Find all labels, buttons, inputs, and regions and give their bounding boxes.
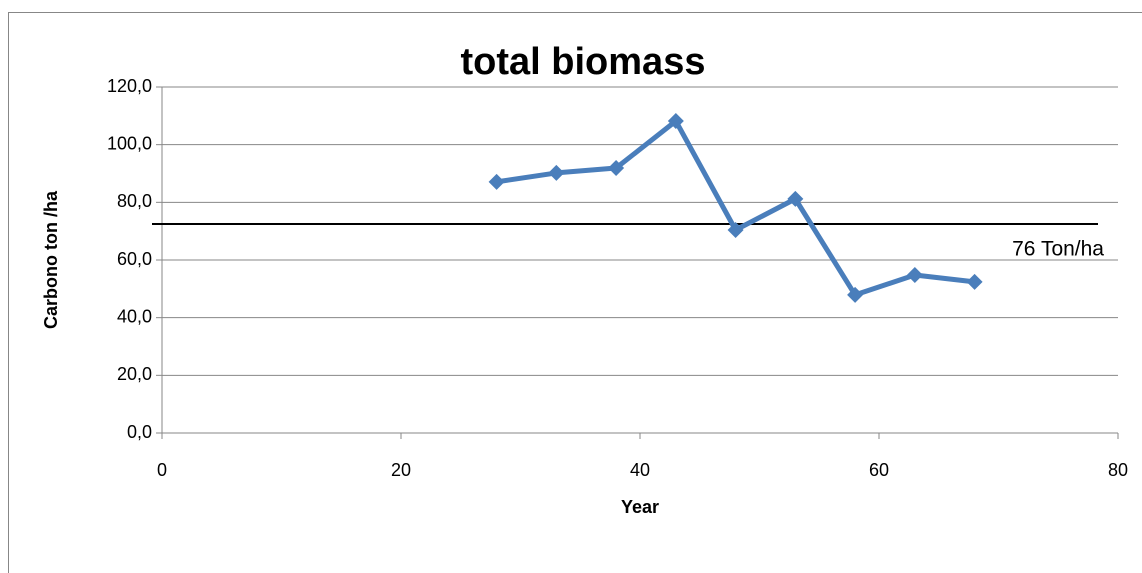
y-tick-label: 80,0 — [117, 191, 152, 211]
marker — [608, 160, 625, 177]
marker — [488, 173, 505, 190]
marker — [667, 113, 684, 130]
x-axis-label: Year — [621, 497, 659, 517]
marker — [548, 164, 565, 181]
y-tick-label: 20,0 — [117, 364, 152, 384]
marker — [906, 266, 923, 283]
x-tick-label: 20 — [391, 460, 411, 480]
annotation: 76 Ton/ha — [1012, 238, 1104, 261]
y-tick-label: 40,0 — [117, 306, 152, 326]
y-axis-label: Carbono ton /ha — [41, 190, 61, 329]
x-tick-label: 80 — [1108, 460, 1128, 480]
marker — [727, 222, 744, 239]
y-tick-label: 100,0 — [107, 133, 152, 153]
marker — [847, 286, 864, 303]
x-tick-label: 0 — [157, 460, 167, 480]
x-tick-label: 40 — [630, 460, 650, 480]
x-tick-label: 60 — [869, 460, 889, 480]
y-tick-label: 120,0 — [107, 76, 152, 96]
y-tick-label: 0,0 — [127, 422, 152, 442]
y-tick-label: 60,0 — [117, 249, 152, 269]
chart-title: total biomass — [461, 41, 706, 83]
marker — [966, 273, 983, 290]
chart-frame — [8, 12, 1142, 573]
marker — [787, 190, 804, 207]
